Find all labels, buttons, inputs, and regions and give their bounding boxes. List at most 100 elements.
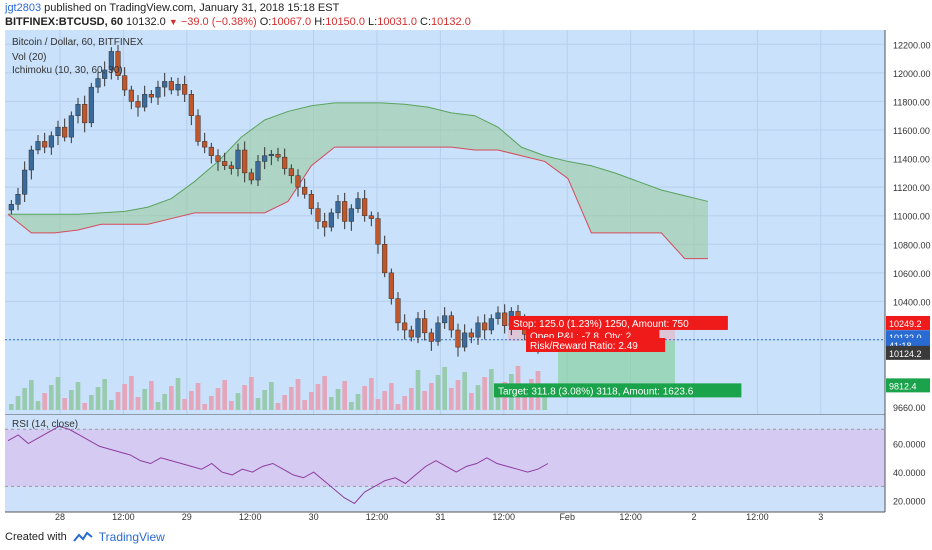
volume-bar-36	[249, 377, 254, 410]
candle-body-63	[428, 332, 434, 342]
close-label: C:	[420, 16, 432, 28]
volume-bar-18	[129, 376, 134, 410]
candle-body-49	[335, 201, 341, 214]
time-tick-10: 2	[691, 512, 696, 520]
price-tick-7: 10800.00	[893, 240, 931, 250]
volume-bar-51	[349, 402, 354, 410]
price-tick-6: 11000.00	[893, 212, 930, 222]
volume-bar-7	[55, 377, 61, 410]
candle-body-12	[88, 86, 94, 124]
low-label: L:	[368, 16, 378, 28]
ichimoku-cloud	[7, 102, 709, 260]
cloud-segment-15	[358, 102, 382, 148]
price-change: −39.0 (−0.38%)	[180, 16, 257, 28]
volume-bar-38	[262, 390, 267, 410]
candle-body-54	[368, 215, 374, 219]
candle-body-30	[208, 146, 214, 156]
volume-bar-54	[369, 378, 374, 410]
cloud-segment-2	[54, 214, 78, 233]
candle-body-56	[382, 244, 388, 274]
price-axis: 12200.00 12000.00 11800.00 11600.00 11400.00…	[884, 30, 931, 512]
candlesticks	[8, 45, 548, 357]
time-tick-4: 30	[309, 512, 319, 520]
volume-bar-23	[162, 394, 167, 410]
volume-bar-71	[482, 377, 487, 410]
volume-bar-49	[335, 389, 341, 410]
volume-bar-21	[149, 381, 154, 410]
candle-body-67	[455, 329, 461, 348]
volume-bar-46	[315, 384, 321, 410]
created-with-text: Created with	[5, 531, 67, 543]
price-tick-5: 11200.00	[893, 183, 930, 193]
cloud-segment-11	[264, 111, 288, 213]
candle-body-44	[302, 186, 308, 195]
time-tick-1: 12:00	[112, 512, 135, 520]
axis-stop-tag-box	[886, 315, 930, 330]
volume-bar-6	[49, 385, 54, 410]
candle-body-14	[102, 69, 108, 79]
volume-bar-64	[435, 375, 441, 410]
publish-line: jgt2803 published on TradingView.com, Ja…	[5, 2, 339, 14]
cloud-segment-18	[428, 107, 452, 148]
volume-bar-58	[395, 404, 401, 410]
stop-label-box	[509, 315, 728, 330]
price-tick-4: 11400.00	[893, 155, 930, 165]
volume-bar-9	[69, 390, 74, 410]
open-label: O:	[259, 16, 272, 28]
cloud-segment-3	[78, 212, 102, 230]
volume-bars	[9, 366, 547, 410]
candle-body-7	[55, 126, 61, 136]
symbol-label: BITFINEX:BTCUSD, 60	[5, 16, 123, 28]
candle-body-43	[295, 175, 301, 188]
volume-bar-31	[215, 388, 221, 410]
price-chart[interactable]: RSI (14, close) 60.0000 40.0000 20.0000 122…	[0, 30, 932, 520]
cloud-segment-4	[101, 211, 125, 225]
username-link[interactable]: jgt2803	[5, 2, 42, 14]
volume-bar-25	[175, 378, 181, 410]
candle-body-11	[82, 104, 88, 124]
volume-bar-40	[275, 403, 281, 410]
volume-bar-55	[375, 399, 381, 410]
rsi-title: RSI (14, close)	[12, 419, 78, 430]
volume-bar-19	[135, 397, 141, 410]
volume-bar-41	[282, 395, 287, 410]
candle-body-22	[155, 86, 161, 98]
rsi-tick-0: 60.0000	[893, 440, 926, 450]
target-label-text: Target: 311.8 (3.08%) 3118, Amount: 1623…	[498, 386, 694, 397]
volume-bar-3	[29, 380, 34, 410]
candle-body-38	[262, 155, 268, 162]
candle-body-31	[215, 155, 221, 162]
volume-bar-52	[355, 394, 361, 410]
candle-body-0	[8, 204, 14, 211]
time-axis: 28 12:00 29 12:00 30 12:00 31 12:00 Feb 12:00 2 12:…	[5, 511, 885, 520]
volume-bar-56	[382, 391, 387, 410]
volume-bar-77	[522, 387, 527, 410]
indicator-legend-0: Vol (20)	[12, 52, 46, 63]
volume-bar-37	[255, 398, 261, 410]
price-tick-9: 10400.00	[893, 297, 931, 307]
candle-body-32	[222, 161, 228, 166]
candle-body-72	[488, 318, 494, 331]
volume-bar-69	[469, 393, 474, 410]
span-b-line	[7, 146, 708, 260]
tradingview-brand[interactable]: TradingView	[98, 530, 165, 544]
cloud-segment-23	[544, 155, 568, 179]
volume-bar-65	[442, 367, 447, 410]
candle-body-8	[62, 126, 68, 138]
rsi-line	[7, 425, 549, 505]
cloud-segment-29	[684, 195, 708, 259]
volume-bar-10	[75, 382, 81, 410]
last-price: 10132.0	[126, 16, 166, 28]
time-tick-7: 12:00	[493, 512, 516, 520]
candle-body-2	[22, 169, 28, 195]
low-value: 10031.0	[377, 16, 417, 28]
volume-bar-11	[82, 403, 87, 410]
candle-body-15	[108, 51, 114, 71]
candle-body-24	[168, 81, 174, 91]
rsi-band	[5, 429, 885, 487]
cloud-segment-27	[638, 181, 662, 233]
candle-body-25	[175, 84, 181, 91]
volume-bar-35	[242, 385, 247, 410]
volume-bar-22	[155, 402, 161, 410]
volume-bar-32	[222, 380, 227, 410]
